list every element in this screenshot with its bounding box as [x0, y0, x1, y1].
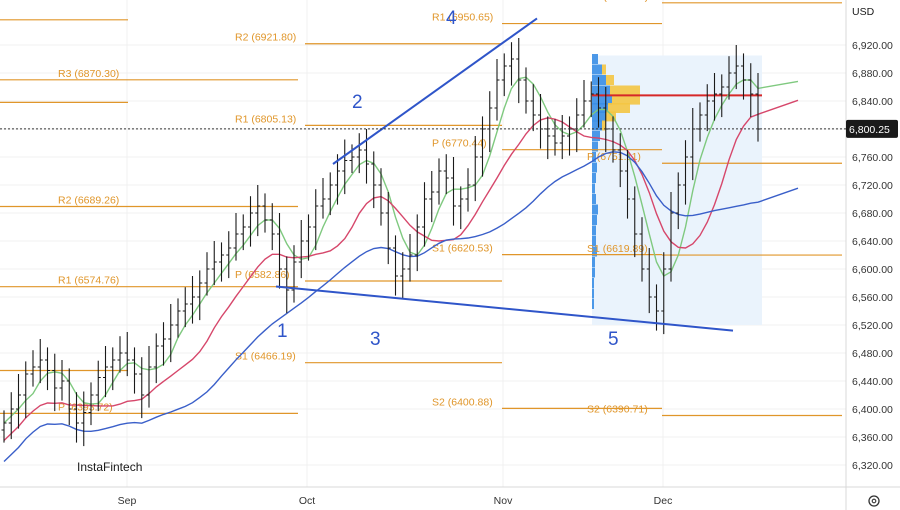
profile-bar-buy — [592, 257, 595, 267]
upper-trendline — [332, 17, 538, 165]
moving-averages — [3, 76, 799, 463]
currency-label[interactable]: USD — [852, 6, 875, 18]
profile-bar-sell — [602, 64, 606, 75]
pivot-label: S2 (6390.71) — [587, 404, 648, 416]
y-tick-label: 6,400.00 — [852, 404, 893, 416]
profile-bar-buy — [592, 194, 596, 204]
pivot-levels: R3 (6870.30) R2 (6689.26) R1 (6574.76) P (6… — [0, 0, 842, 417]
pivot-label: R1 (6950.65) — [432, 12, 493, 24]
y-tick-label: 6,360.00 — [852, 432, 893, 444]
pivot-label: R1 (6574.76) — [58, 275, 119, 287]
profile-bar-buy — [592, 225, 596, 236]
profile-bar-buy — [592, 173, 596, 183]
profile-bar-buy — [592, 141, 598, 152]
profile-bar-buy — [592, 267, 595, 278]
pivot-label: R1 (6980.29) — [587, 0, 648, 3]
ma-line — [3, 151, 799, 463]
profile-bar-sell — [606, 75, 614, 85]
last-price-label: 6,800.25 — [849, 124, 890, 136]
ohlc-bars — [1, 38, 761, 447]
profile-bar-sell — [608, 103, 630, 113]
ma-line — [3, 76, 799, 424]
x-tick-label: Sep — [118, 495, 137, 507]
y-tick-label: 6,760.00 — [852, 152, 893, 164]
profile-bar-buy — [592, 162, 597, 173]
pivot-label: S2 (6400.88) — [432, 396, 493, 408]
grid — [0, 0, 846, 487]
pivot-label: P (6770.44) — [432, 138, 487, 150]
wave-label-4: 4 — [446, 8, 457, 29]
profile-bar-buy — [592, 183, 595, 194]
y-tick-label: 6,880.00 — [852, 68, 893, 80]
profile-bar-buy — [592, 120, 602, 131]
last-price-tag — [846, 119, 898, 138]
x-tick-label: Dec — [654, 495, 673, 507]
wave-label-2: 2 — [352, 92, 363, 113]
pivot-label: R3 (6870.30) — [58, 68, 119, 80]
y-tick-label: 6,640.00 — [852, 236, 893, 248]
profile-bar-buy — [592, 54, 598, 64]
x-tick-label: Nov — [494, 495, 513, 507]
profile-bar-buy — [592, 278, 594, 288]
profile-bar-buy — [592, 64, 602, 75]
settings-gear-icon[interactable] — [868, 495, 880, 507]
time-axis[interactable]: Sep Oct Nov Dec — [0, 486, 900, 507]
pivot-label: S1 (6620.53) — [432, 243, 493, 255]
profile-bar-sell — [612, 94, 640, 105]
profile-bar-buy — [592, 204, 598, 215]
profile-bar-buy — [592, 131, 600, 141]
wave-labels: 1 2 3 4 5 — [277, 8, 619, 350]
y-tick-label: 6,720.00 — [852, 180, 893, 192]
pivot-label: P (6582.86) — [235, 269, 290, 281]
profile-bar-buy — [592, 246, 597, 257]
profile-bar-buy — [592, 236, 596, 246]
y-tick-label: 6,600.00 — [852, 264, 893, 276]
profile-bar-sell — [610, 85, 640, 96]
profile-bar-sell — [606, 111, 616, 122]
y-tick-label: 6,480.00 — [852, 348, 893, 360]
volume-profile — [592, 54, 762, 325]
brand-watermark: InstaFintech — [77, 460, 142, 474]
y-tick-label: 6,840.00 — [852, 96, 893, 108]
pivot-label: R1 (6805.13) — [235, 113, 296, 125]
y-tick-label: 6,680.00 — [852, 208, 893, 220]
pivot-label: S1 (6466.19) — [235, 351, 296, 363]
pivot-label: R2 (6921.80) — [235, 32, 296, 44]
pivot-label: P (6393.72) — [58, 401, 113, 413]
wave-label-5: 5 — [608, 329, 619, 350]
wave-label-3: 3 — [370, 329, 381, 350]
profile-bar-buy — [592, 299, 594, 309]
pivot-label: S1 (6619.89) — [587, 243, 648, 255]
pivot-label: R2 (6689.26) — [58, 195, 119, 207]
profile-bar-buy — [592, 152, 596, 162]
wave-label-1: 1 — [277, 321, 288, 342]
y-tick-label: 6,560.00 — [852, 292, 893, 304]
profile-bar-buy — [592, 85, 610, 96]
y-tick-label: 6,440.00 — [852, 376, 893, 388]
profile-bar-buy — [592, 94, 612, 105]
profile-bar-buy — [592, 215, 597, 225]
y-tick-label: 6,320.00 — [852, 460, 893, 472]
y-tick-label: 6,520.00 — [852, 320, 893, 332]
trendlines — [275, 17, 734, 332]
y-tick-label: 6,920.00 — [852, 40, 893, 52]
lower-trendline — [275, 285, 734, 332]
profile-bar-sell — [602, 120, 606, 131]
profile-bar-buy — [592, 288, 594, 299]
x-tick-label: Oct — [299, 495, 315, 507]
